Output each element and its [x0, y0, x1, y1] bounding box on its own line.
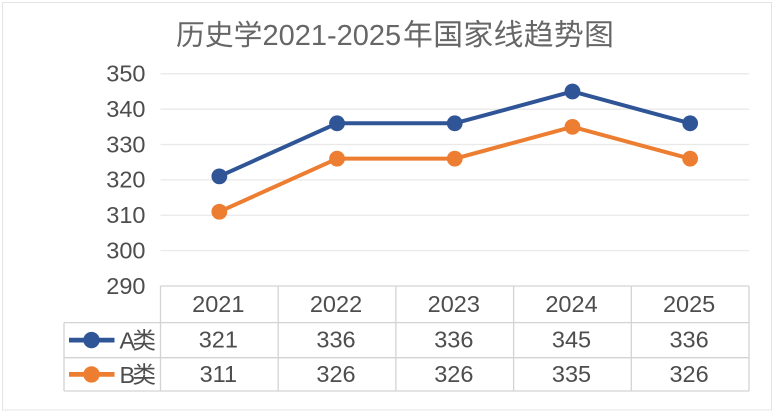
svg-text:336: 336	[434, 327, 473, 353]
svg-text:336: 336	[316, 327, 355, 353]
svg-text:345: 345	[552, 327, 591, 353]
svg-text:320: 320	[106, 167, 145, 193]
svg-text:310: 310	[106, 202, 145, 228]
svg-text:2025: 2025	[663, 291, 715, 317]
svg-text:2021-2025: 2021-2025	[263, 20, 402, 52]
svg-text:300: 300	[106, 237, 145, 263]
svg-text:2024: 2024	[545, 291, 597, 317]
svg-text:326: 326	[669, 361, 708, 387]
svg-text:335: 335	[552, 361, 591, 387]
svg-text:2022: 2022	[310, 291, 362, 317]
svg-text:311: 311	[200, 361, 237, 387]
svg-text:2023: 2023	[428, 291, 480, 317]
svg-text:340: 340	[106, 96, 145, 122]
svg-text:326: 326	[316, 361, 355, 387]
svg-text:2021: 2021	[192, 291, 244, 317]
svg-text:B: B	[120, 362, 136, 388]
svg-text:330: 330	[106, 131, 145, 157]
svg-text:A: A	[120, 328, 136, 354]
svg-text:326: 326	[434, 361, 473, 387]
svg-text:321: 321	[199, 327, 238, 353]
svg-text:350: 350	[106, 61, 145, 87]
svg-text:336: 336	[669, 327, 708, 353]
svg-text:290: 290	[106, 273, 145, 299]
